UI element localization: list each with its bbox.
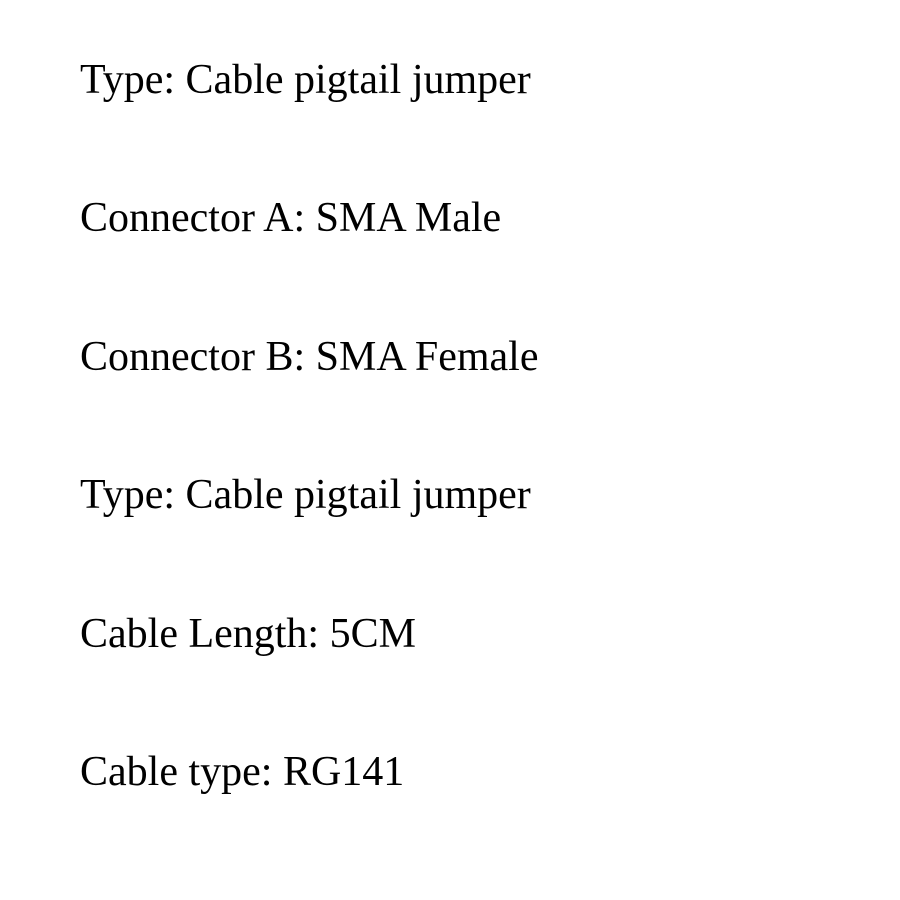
spec-line-cable-length: Cable Length: 5CM	[80, 609, 820, 659]
spec-line-cable-type: Cable type: RG141	[80, 747, 820, 797]
spec-text: Connector B: SMA Female	[80, 334, 538, 380]
spec-text: Type: Cable pigtail jumper	[80, 472, 531, 518]
spec-text: Cable Length: 5CM	[80, 611, 416, 657]
spec-line-type-1: Type: Cable pigtail jumper	[80, 55, 820, 105]
spec-text: Type: Cable pigtail jumper	[80, 57, 531, 103]
spec-line-type-2: Type: Cable pigtail jumper	[80, 470, 820, 520]
spec-line-connector-b: Connector B: SMA Female	[80, 332, 820, 382]
spec-text: Connector A: SMA Male	[80, 195, 501, 241]
spec-list: Type: Cable pigtail jumper Connector A: …	[80, 55, 820, 797]
spec-text: Cable type: RG141	[80, 749, 404, 795]
spec-line-connector-a: Connector A: SMA Male	[80, 193, 820, 243]
